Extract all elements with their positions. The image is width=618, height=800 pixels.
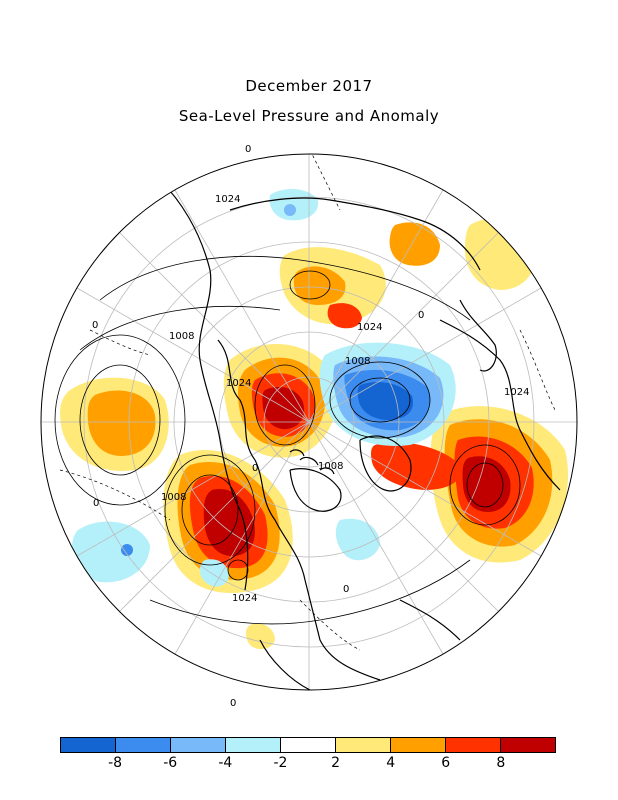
anomaly-siberia-max (262, 386, 305, 430)
colorbar (60, 737, 556, 753)
anomaly-contours-dashed (59, 154, 556, 690)
anomaly-canada-neg (335, 518, 380, 561)
coast-alaska (217, 339, 256, 461)
anomaly-pacific-neg-core (121, 544, 133, 556)
coast-misc (259, 599, 461, 690)
isobar-aleutian-low-inner (181, 474, 239, 546)
isobar-aleutian-low (164, 454, 256, 566)
coast-europe (439, 319, 561, 491)
contour-label: 0 (343, 584, 349, 595)
isobars-solid (54, 256, 521, 625)
contour-label: 1008 (345, 356, 370, 367)
colorbar-bin (61, 738, 116, 752)
isobar-arc3 (149, 559, 471, 625)
colorbar-tick-label: 8 (496, 755, 506, 771)
contour-label: 1024 (226, 378, 251, 389)
anomaly-arctic-neg-core (284, 204, 296, 216)
colorbar-tick-label: 6 (441, 755, 451, 771)
contour-label: 1008 (169, 331, 194, 342)
anomaly-arctic-neg (269, 188, 319, 221)
coast-scandinavia (459, 299, 497, 372)
graticule (41, 154, 577, 690)
coast-asia-east (159, 179, 249, 591)
isobar-arc1 (99, 256, 471, 321)
contour-label: 1024 (357, 322, 382, 333)
colorbar-tick-label: -4 (218, 755, 233, 771)
colorbar-bin (501, 738, 555, 752)
contour-label: 1024 (504, 387, 529, 398)
isobar-azores-high (449, 444, 521, 526)
colorbar-tick-label: 4 (386, 755, 396, 771)
coast-north-america (254, 459, 381, 681)
contour-label: 0 (245, 144, 251, 155)
colorbar-bin (446, 738, 501, 752)
map-border (40, 153, 578, 691)
contour-label: 1024 (215, 194, 240, 205)
contour-labels: 1024 1008 1024 1008 1024 1024 1008 1008 … (92, 144, 529, 709)
coast-siberia (229, 197, 481, 271)
colorbar-bin (226, 738, 281, 752)
polar-map: 1024 1008 1024 1008 1024 1024 1008 1008 … (40, 144, 578, 709)
isobar-icelandic-low-inner (349, 377, 411, 423)
contour-label: 0 (93, 498, 99, 509)
anomaly-asia-mod (87, 390, 156, 456)
contour-label: 0 (92, 320, 98, 331)
isobar-misc-high (227, 559, 249, 581)
anomaly-canada-strong2 (327, 303, 362, 329)
contour-label: 0 (230, 698, 236, 709)
anomaly-canada-mod (293, 266, 346, 305)
anomaly-atlantic-neg-max (357, 382, 414, 421)
colorbar-bin (281, 738, 336, 752)
colorbar-tick-label: -2 (273, 755, 288, 771)
anomaly-pacific-neg (71, 521, 150, 583)
isobar-canada-high (289, 270, 331, 300)
isobar-arc2 (79, 306, 281, 351)
colorbar-bin (116, 738, 171, 752)
isobar-azores-high-inner (466, 462, 504, 508)
map-content (41, 154, 577, 690)
anomaly-greenland-weak (465, 217, 536, 290)
chart-subtitle: Sea-Level Pressure and Anomaly (178, 107, 440, 125)
isobar-asia-inner (79, 364, 161, 476)
chart-title: December 2017 (245, 77, 373, 95)
contour-label: 0 (418, 310, 424, 321)
colorbar-bin (336, 738, 391, 752)
anomaly-atlantic-strong (371, 442, 461, 490)
colorbar-bin (171, 738, 226, 752)
contour-label: 1024 (232, 593, 257, 604)
contour-label: 1008 (318, 461, 343, 472)
contour-label: 1008 (161, 492, 186, 503)
colorbar-tick-label: -6 (163, 755, 178, 771)
coast-hudson (289, 468, 342, 512)
isobar-siberian-high (254, 364, 316, 446)
colorbar-tick-label: -8 (108, 755, 123, 771)
coastlines (159, 179, 561, 690)
colorbar-bin (391, 738, 446, 752)
contour-label: 0 (252, 463, 258, 474)
isobar-asia (54, 334, 186, 506)
anomaly-misc-weak1 (245, 623, 275, 650)
colorbar-tick-label: 2 (331, 755, 341, 771)
isobar-icelandic-low (329, 361, 431, 439)
anomaly-greenland-mod (389, 222, 440, 266)
coast-arctic-islands (289, 449, 335, 475)
